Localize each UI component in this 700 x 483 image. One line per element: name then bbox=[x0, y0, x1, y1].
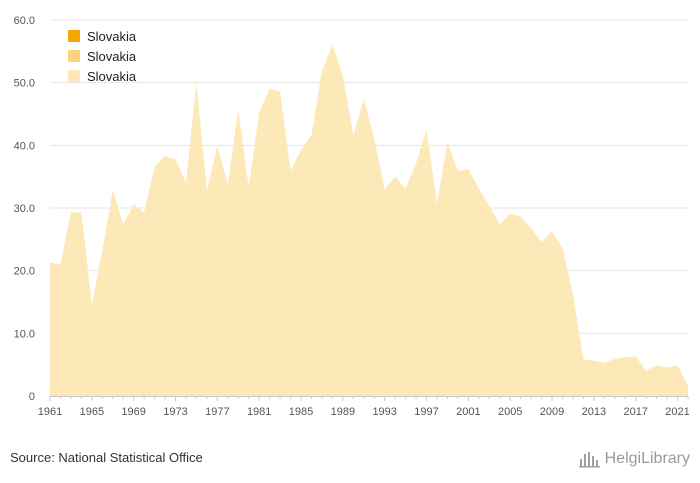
x-tick-label: 2017 bbox=[623, 406, 647, 418]
legend-label[interactable]: Slovakia bbox=[87, 49, 137, 64]
x-tick-label: 2013 bbox=[582, 406, 606, 418]
x-axis: 1961 1965 1969 1973 1977 1981 1985 1989 1993 1997… bbox=[38, 396, 690, 418]
y-tick-label: 20.0 bbox=[14, 266, 35, 278]
x-tick-label: 1989 bbox=[331, 406, 355, 418]
y-tick-label: 10.0 bbox=[14, 328, 35, 340]
x-tick-label: 1977 bbox=[205, 406, 229, 418]
brand-name: HelgiLibrary bbox=[604, 450, 690, 467]
x-tick-label: 1985 bbox=[289, 406, 313, 418]
legend: Slovakia Slovakia Slovakia bbox=[68, 29, 137, 84]
legend-swatch bbox=[68, 50, 80, 62]
brand-logo[interactable]: HelgiLibrary bbox=[578, 448, 690, 470]
y-tick-label: 50.0 bbox=[14, 78, 35, 90]
x-tick-label: 2001 bbox=[456, 406, 480, 418]
x-tick-label: 1997 bbox=[414, 406, 438, 418]
y-tick-label: 0 bbox=[29, 391, 35, 403]
source-note: Source: National Statistical Office bbox=[10, 450, 203, 465]
x-tick-label: 1969 bbox=[121, 406, 145, 418]
x-tick-label: 1993 bbox=[372, 406, 396, 418]
legend-swatch bbox=[68, 30, 80, 42]
y-tick-label: 60.0 bbox=[14, 15, 35, 27]
x-tick-label: 1961 bbox=[38, 406, 62, 418]
y-tick-label: 30.0 bbox=[14, 203, 35, 215]
y-axis: 0 10.0 20.0 30.0 40.0 50.0 60.0 bbox=[14, 15, 35, 403]
x-tick-label: 2021 bbox=[665, 406, 689, 418]
legend-label[interactable]: Slovakia bbox=[87, 69, 137, 84]
x-tick-label: 1965 bbox=[80, 406, 104, 418]
y-tick-label: 40.0 bbox=[14, 140, 35, 152]
series-area bbox=[50, 45, 688, 396]
area-chart: 1961 1965 1969 1973 1977 1981 1985 1989 1993 1997… bbox=[14, 15, 690, 418]
x-tick-label: 1973 bbox=[163, 406, 187, 418]
x-tick-label: 2005 bbox=[498, 406, 522, 418]
x-tick-label: 1981 bbox=[247, 406, 271, 418]
legend-label[interactable]: Slovakia bbox=[87, 29, 137, 44]
x-tick-label: 2009 bbox=[540, 406, 564, 418]
legend-swatch bbox=[68, 70, 80, 82]
library-logo-icon bbox=[578, 452, 600, 468]
area-series-path bbox=[50, 45, 688, 396]
